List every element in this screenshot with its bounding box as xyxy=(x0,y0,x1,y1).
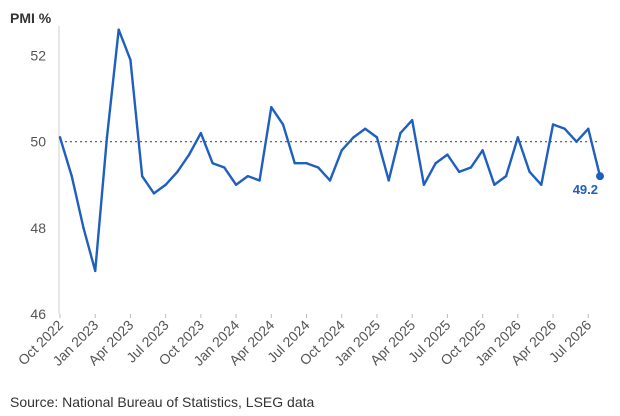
data-point xyxy=(587,127,590,130)
data-point xyxy=(281,123,285,126)
last-value-label: 49.2 xyxy=(573,182,598,197)
data-point xyxy=(551,123,555,126)
data-point xyxy=(528,170,531,174)
y-tick-label: 46 xyxy=(30,306,46,322)
y-tick-label: 50 xyxy=(30,134,46,150)
y-axis-label: PMI % xyxy=(10,10,52,26)
data-point xyxy=(457,170,461,174)
data-point xyxy=(305,162,308,165)
data-point xyxy=(105,136,109,139)
data-point xyxy=(199,131,203,135)
data-point xyxy=(469,166,473,169)
data-point xyxy=(129,58,132,62)
data-point xyxy=(540,183,543,186)
data-point xyxy=(140,174,144,178)
y-axis: 46 48 50 52 xyxy=(30,26,60,322)
data-point xyxy=(352,136,355,139)
data-point xyxy=(387,179,390,182)
data-point xyxy=(258,179,261,182)
y-tick-label: 48 xyxy=(30,220,46,236)
data-point xyxy=(504,174,508,178)
data-point xyxy=(117,28,120,31)
data-point xyxy=(94,269,97,273)
data-point xyxy=(317,166,320,169)
data-point xyxy=(211,162,214,165)
series-path xyxy=(58,28,602,273)
data-point xyxy=(422,183,426,186)
data-point xyxy=(481,149,484,152)
data-point xyxy=(410,118,414,122)
last-point-marker: 49.2 xyxy=(573,172,604,197)
data-point xyxy=(364,127,367,130)
data-point xyxy=(575,140,578,143)
data-point xyxy=(293,162,296,165)
data-point xyxy=(152,192,156,195)
data-point xyxy=(246,174,250,178)
data-point xyxy=(58,136,62,139)
data-point xyxy=(340,149,343,152)
data-point xyxy=(82,226,85,230)
source-note: Source: National Bureau of Statistics, L… xyxy=(10,394,315,410)
data-point xyxy=(446,153,449,156)
data-point xyxy=(223,166,226,169)
data-point xyxy=(563,127,566,130)
last-point-dot xyxy=(596,172,604,181)
data-point xyxy=(164,183,167,186)
data-point xyxy=(328,179,332,182)
data-point xyxy=(434,162,437,165)
data-point xyxy=(270,106,273,109)
data-point xyxy=(70,174,73,178)
data-point xyxy=(234,183,238,186)
series-line xyxy=(58,28,602,273)
data-point xyxy=(399,131,402,135)
data-point xyxy=(493,183,496,186)
data-point xyxy=(176,170,179,174)
data-point xyxy=(187,153,191,156)
y-tick-label: 52 xyxy=(30,48,46,64)
data-point xyxy=(375,136,379,139)
data-point xyxy=(516,136,520,139)
